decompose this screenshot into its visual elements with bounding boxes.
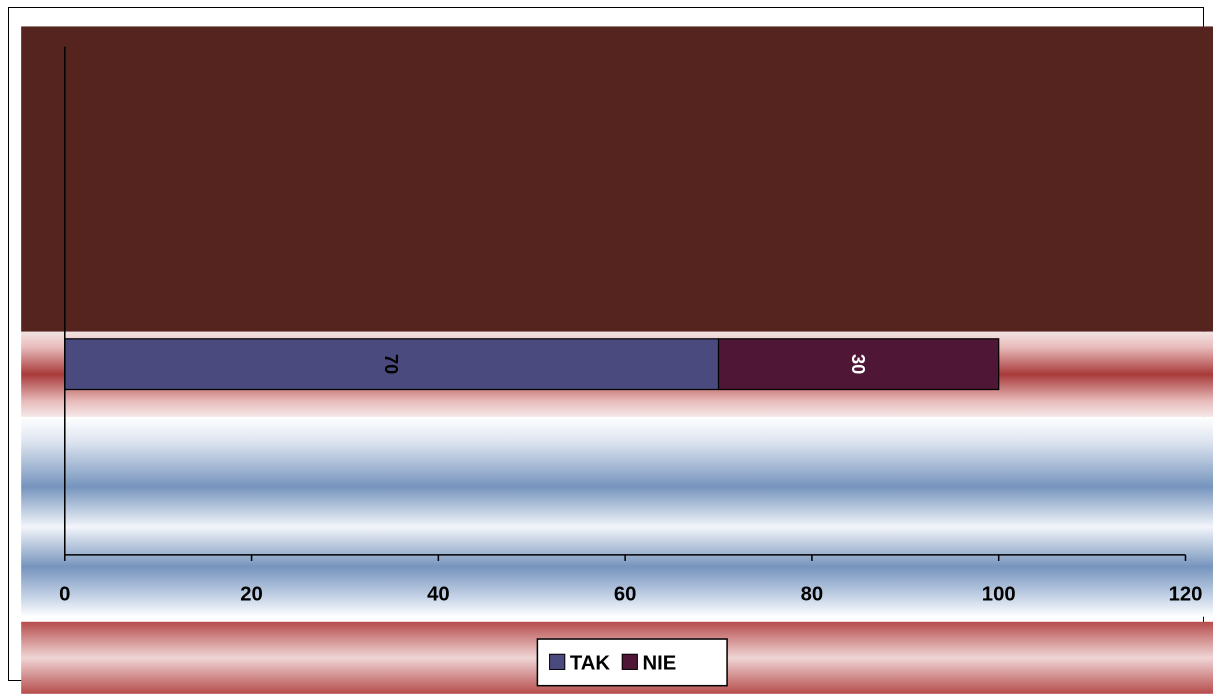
legend-label-tak: TAK bbox=[570, 652, 611, 674]
x-tick-label-0: 0 bbox=[59, 583, 70, 605]
x-tick-label-20: 20 bbox=[240, 583, 263, 605]
x-tick-label-60: 60 bbox=[614, 583, 637, 605]
data-label-nie: 30 bbox=[848, 354, 869, 374]
legend-box bbox=[536, 638, 728, 687]
x-tick-label-80: 80 bbox=[801, 583, 824, 605]
x-tick-label-100: 100 bbox=[982, 583, 1016, 605]
x-tick-label-40: 40 bbox=[427, 583, 450, 605]
x-tick-label-120: 120 bbox=[1169, 583, 1203, 605]
chart-frame: 70 30 0 20 40 60 80 100 120 TAK NIE bbox=[8, 7, 1213, 694]
plot-background-blue-band bbox=[21, 416, 1213, 617]
axis-layer: 0 20 40 60 80 100 120 bbox=[59, 46, 1203, 605]
bar-nie bbox=[717, 338, 1000, 391]
legend-swatch-nie bbox=[621, 653, 638, 670]
bars-layer: 70 30 bbox=[64, 338, 1000, 391]
plot-background-top bbox=[21, 26, 1213, 332]
legend-label-nie: NIE bbox=[642, 652, 676, 674]
stacked-bar-chart: 70 30 0 20 40 60 80 100 120 TAK NIE bbox=[21, 26, 1213, 694]
legend-swatch-tak bbox=[549, 653, 566, 670]
legend: TAK NIE bbox=[536, 638, 728, 687]
data-label-tak: 70 bbox=[381, 354, 402, 374]
